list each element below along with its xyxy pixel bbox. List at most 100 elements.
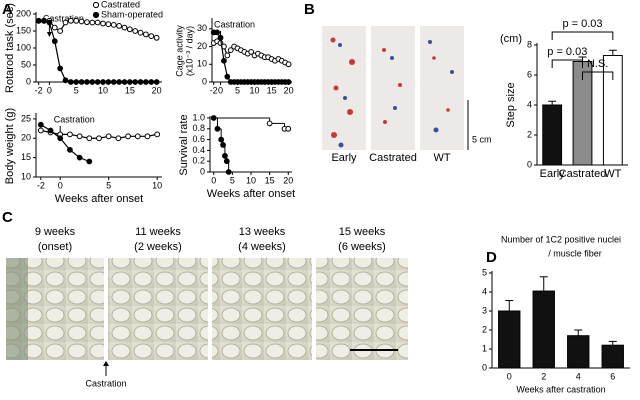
data-point (96, 135, 102, 142)
panel-label: D (486, 249, 497, 266)
image-label: (4 weeks) (238, 241, 286, 253)
data-point (105, 133, 112, 140)
panel-label: C (2, 209, 13, 226)
data-point (121, 24, 128, 31)
data-point (41, 17, 47, 24)
data-point (143, 31, 149, 38)
x-tick-label: 20 (284, 85, 294, 95)
bar (542, 104, 563, 166)
y-axis-label: Survival rate (178, 114, 190, 175)
x-tick-label: 0 (47, 85, 52, 95)
data-point (100, 79, 106, 85)
data-point (148, 79, 155, 85)
data-point (76, 133, 83, 140)
y-tick-label: 10 (197, 59, 207, 69)
data-point (37, 127, 44, 134)
image-label: 13 weeks (239, 226, 286, 238)
data-point (57, 135, 64, 142)
panel-label: B (304, 1, 315, 18)
data-point (62, 19, 69, 26)
y-tick-label: 0 (200, 166, 205, 176)
micrograph (212, 258, 312, 360)
image-label: Castrated (369, 152, 417, 164)
data-point (144, 133, 151, 140)
data-point (110, 79, 117, 85)
x-axis-label: Weeks after castration (516, 384, 605, 394)
image-label: WT (433, 152, 450, 164)
y-tick-label: 4 (482, 286, 487, 296)
data-point (126, 79, 133, 85)
significance-bracket (582, 71, 614, 80)
data-point (224, 73, 231, 80)
data-point (221, 57, 227, 64)
data-point (225, 169, 232, 175)
y-tick-label: 10 (21, 171, 31, 181)
data-point (67, 79, 74, 85)
legend-label: Castrated (101, 0, 140, 9)
data-point (51, 24, 58, 31)
data-point (115, 135, 122, 142)
x-tick-label: 15 (125, 85, 135, 95)
x-tick-label: 0 (211, 175, 216, 185)
x-tick-label: 6 (610, 371, 615, 381)
image-label: 11 weeks (135, 226, 181, 238)
y-axis-label: Step size (505, 82, 517, 127)
data-point (35, 17, 42, 24)
data-point (285, 125, 292, 132)
data-point (132, 79, 139, 85)
data-point (248, 48, 255, 55)
data-point (73, 17, 80, 24)
data-point (210, 115, 217, 121)
micrographs: Castration (6, 258, 408, 388)
data-point (137, 79, 144, 85)
data-point (285, 61, 292, 68)
data-point (84, 19, 90, 26)
data-point (94, 19, 101, 26)
x-tick-label: 15 (267, 85, 277, 95)
bar (601, 344, 624, 369)
footprint-image (322, 26, 366, 150)
data-point (94, 79, 101, 85)
x-tick-label: 0 (507, 371, 512, 381)
x-tick-label: Castrated (559, 168, 607, 180)
annotation: Castration (43, 13, 84, 23)
arrow-head (46, 32, 52, 37)
y-tick-label: 20 (21, 133, 31, 143)
data-point (37, 121, 44, 128)
y-tick-label: 1.0 (192, 112, 205, 122)
micrograph (108, 258, 208, 360)
x-tick-label: -2 (210, 85, 218, 95)
y-tick-label: 0 (527, 159, 532, 169)
data-point (46, 19, 53, 26)
image-label: 15 weeks (339, 226, 386, 238)
y-tick-label: 20 (197, 41, 207, 51)
data-point (121, 79, 128, 85)
data-point (116, 79, 123, 85)
legend-label: Sham-operated (101, 9, 163, 19)
y-tick-label: 0 (26, 76, 31, 86)
y-axis-label: (x10⁻³ / day) (184, 26, 194, 76)
y-tick-label: 100 (16, 42, 31, 52)
data-point (89, 79, 96, 85)
legend-marker (92, 1, 100, 9)
x-tick-label: 10 (250, 85, 260, 95)
y-tick-label: 5 (482, 267, 487, 277)
data-point (148, 33, 155, 39)
data-point (100, 20, 106, 27)
y-tick-label: 3 (482, 305, 487, 315)
footprint-image (420, 26, 464, 150)
y-tick-label: 2 (527, 129, 532, 139)
data-point (224, 52, 231, 59)
y-tick-label: 0 (202, 76, 207, 86)
y-tick-label: 8 (527, 39, 532, 49)
data-point (86, 158, 93, 165)
scale-label: 5 cm (472, 134, 492, 144)
data-point (143, 79, 149, 85)
x-tick-label: 5 (230, 175, 235, 185)
y-tick-label: 150 (16, 25, 31, 35)
x-tick-label: 20 (283, 175, 293, 185)
data-point (153, 79, 160, 85)
x-tick-label: 0 (58, 180, 63, 190)
data-point (227, 47, 234, 54)
